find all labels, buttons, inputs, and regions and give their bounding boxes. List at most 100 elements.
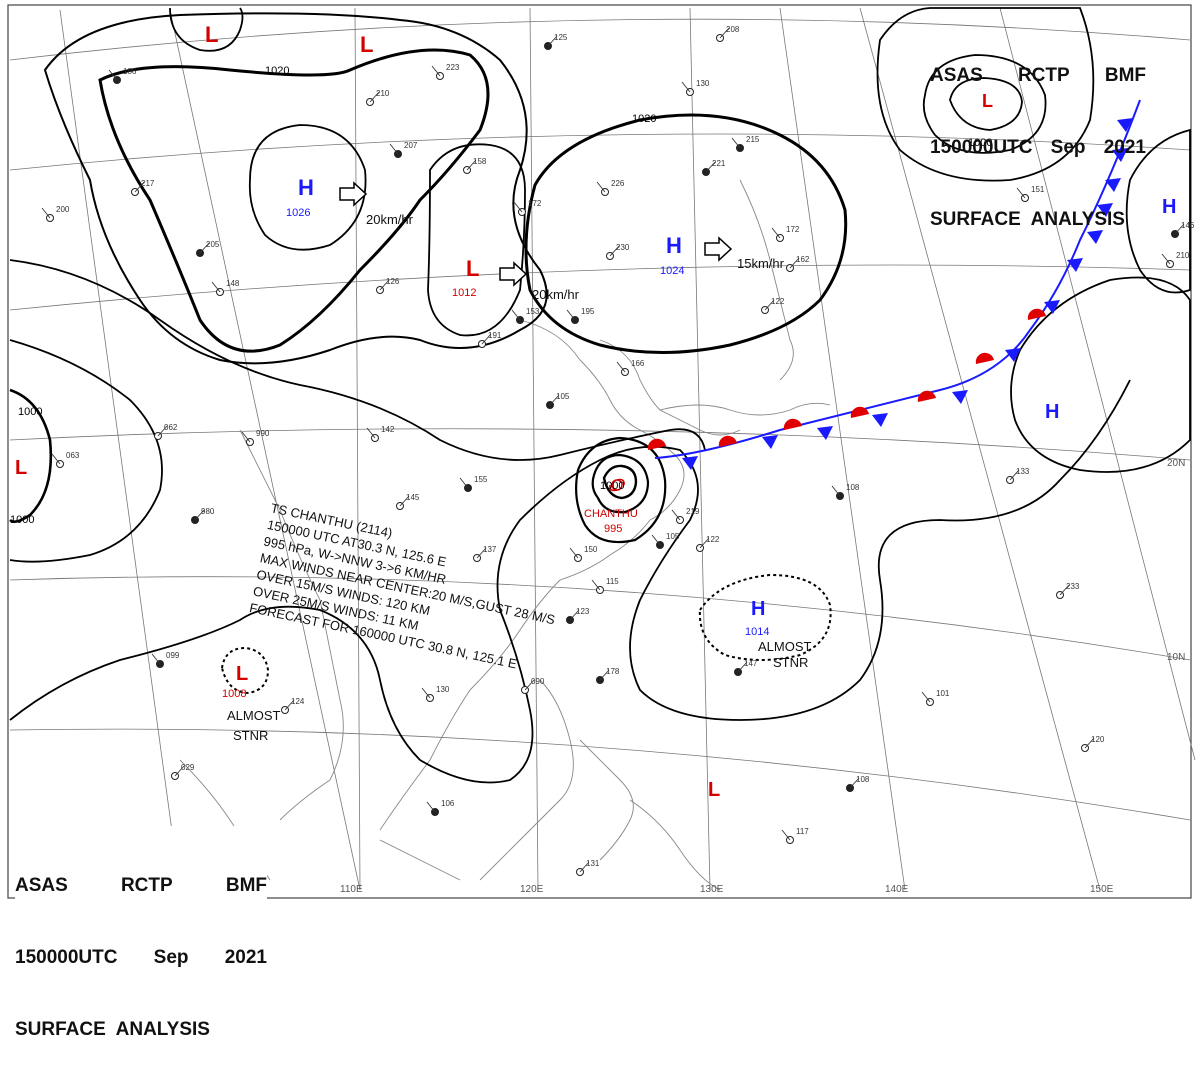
header-time: 150000UTC bbox=[930, 137, 1033, 158]
wind-barb bbox=[547, 35, 558, 47]
isobar-1016-west bbox=[43, 12, 548, 365]
station-pressure: 130 bbox=[696, 79, 710, 88]
wind-barb bbox=[466, 159, 477, 171]
wind-barb bbox=[569, 609, 580, 621]
station-pressure: 221 bbox=[712, 159, 726, 168]
station-pressure: 148 bbox=[226, 279, 240, 288]
warm-front-semicircle bbox=[1027, 308, 1046, 320]
typhoon-name: CHANTHU bbox=[584, 508, 638, 520]
station-pressure: 142 bbox=[381, 425, 395, 434]
isobar-low-north-1 bbox=[169, 7, 244, 52]
isobar-label: 1000 bbox=[10, 514, 34, 526]
system-letter: L bbox=[205, 22, 218, 47]
station-pressure: 120 bbox=[1091, 735, 1105, 744]
motion-label: 20km/hr bbox=[366, 212, 414, 227]
front-symbols bbox=[647, 118, 1133, 470]
isobar-low-ne-mid bbox=[922, 54, 1047, 154]
station-pressure: 207 bbox=[404, 141, 418, 150]
station-pressure: 105 bbox=[666, 532, 680, 541]
wind-barb bbox=[1059, 584, 1070, 596]
header-office: BMF bbox=[1104, 65, 1146, 86]
station-pressure: 117 bbox=[796, 827, 809, 836]
wind-barb bbox=[599, 669, 610, 681]
system-letter: L bbox=[466, 256, 479, 281]
motion-label: 20km/hr bbox=[532, 287, 580, 302]
map-frame bbox=[7, 4, 1192, 899]
station-pressure: 130 bbox=[436, 685, 450, 694]
system-pressure: 1014 bbox=[745, 626, 769, 638]
system-letter: H bbox=[666, 233, 682, 258]
wind-barb bbox=[771, 227, 781, 239]
station-pressure: 123 bbox=[576, 607, 590, 616]
station-pressure: 122 bbox=[771, 297, 785, 306]
wind-barb bbox=[511, 309, 521, 321]
station-pressure: 150 bbox=[584, 545, 598, 554]
station-pressure: 172 bbox=[786, 225, 800, 234]
wind-barb bbox=[831, 485, 841, 497]
isobar-1012-south bbox=[9, 379, 1131, 784]
pressure-system-markers: L L H 1026 L 1012 H 1024 L H H L H 1014 … bbox=[15, 22, 1176, 801]
station-pressure: 990 bbox=[256, 429, 270, 438]
cold-front-triangle bbox=[1087, 230, 1103, 244]
isobar-low-ne-outer bbox=[876, 7, 1095, 182]
system-pressure: 1008 bbox=[222, 688, 246, 700]
station-pressure: 155 bbox=[474, 475, 488, 484]
wind-barb bbox=[366, 427, 376, 439]
isobar-label: 1020 bbox=[265, 65, 289, 77]
wind-barb bbox=[211, 281, 221, 293]
header-time: 150000UTC bbox=[15, 947, 118, 968]
wind-barb bbox=[719, 27, 730, 39]
station-pressure: 230 bbox=[616, 243, 630, 252]
wind-barb bbox=[151, 653, 161, 665]
station-pressure: 146 bbox=[1181, 221, 1195, 230]
station-pressure: 133 bbox=[1016, 467, 1030, 476]
wind-barb bbox=[108, 69, 118, 81]
system-letter: H bbox=[751, 598, 765, 620]
station-pressure: 172 bbox=[528, 199, 542, 208]
station-pressure: 158 bbox=[473, 157, 487, 166]
station-pressure: 233 bbox=[1066, 582, 1080, 591]
cold-front-triangle bbox=[1067, 258, 1083, 272]
header-title: SURFACE ANALYSIS bbox=[930, 209, 1125, 230]
station-pressure: 090 bbox=[531, 677, 545, 686]
cold-front-triangle bbox=[1105, 178, 1121, 192]
wind-barb bbox=[579, 861, 590, 873]
wind-barb bbox=[671, 509, 681, 521]
weather-map: 1252232102071582262211722301951911661051… bbox=[7, 4, 1196, 899]
stnr-line2: STNR bbox=[233, 728, 268, 743]
system-letter: L bbox=[15, 457, 27, 479]
cold-front-triangle bbox=[1097, 203, 1113, 217]
cold-front-triangle bbox=[1117, 118, 1133, 132]
warm-front-semicircle bbox=[783, 418, 802, 430]
station-pressure: 210 bbox=[376, 89, 390, 98]
wind-barb bbox=[459, 477, 469, 489]
wind-barb bbox=[566, 309, 576, 321]
wind-barb bbox=[379, 279, 390, 291]
station-pressure: 126 bbox=[386, 277, 400, 286]
wind-barb bbox=[1084, 737, 1095, 749]
system-pressure: 1024 bbox=[660, 265, 684, 277]
coastlines bbox=[179, 179, 831, 891]
stnr-line1: ALMOST bbox=[227, 708, 281, 723]
station-pressure: 131 bbox=[586, 859, 600, 868]
header-title: SURFACE ANALYSIS bbox=[15, 1019, 210, 1040]
wind-barb bbox=[476, 547, 487, 559]
station-pressure: 147 bbox=[744, 659, 758, 668]
isobar-low-ring-west bbox=[9, 388, 53, 523]
wind-barb bbox=[789, 257, 800, 269]
cold-front-triangle bbox=[1112, 148, 1128, 162]
station-pressure: 226 bbox=[611, 179, 625, 188]
isobar-1020-west bbox=[98, 48, 490, 353]
station-pressure: 219 bbox=[686, 507, 700, 516]
station-plots: 125 223 210 207 158 226 221 172 230 195 191 166 105 1… bbox=[41, 25, 1195, 876]
wind-barb bbox=[1009, 469, 1020, 481]
cold-front-triangle bbox=[1005, 348, 1021, 362]
station-pressure: 115 bbox=[606, 577, 619, 586]
stnr-line2: STNR bbox=[773, 655, 808, 670]
wind-barb bbox=[921, 691, 931, 703]
station-pressure: 108 bbox=[846, 483, 860, 492]
motion-arrows bbox=[339, 181, 733, 287]
isobar-label: 1000 bbox=[600, 480, 624, 492]
motion-arrow-2 bbox=[499, 261, 528, 287]
station-pressure: 105 bbox=[556, 392, 570, 401]
